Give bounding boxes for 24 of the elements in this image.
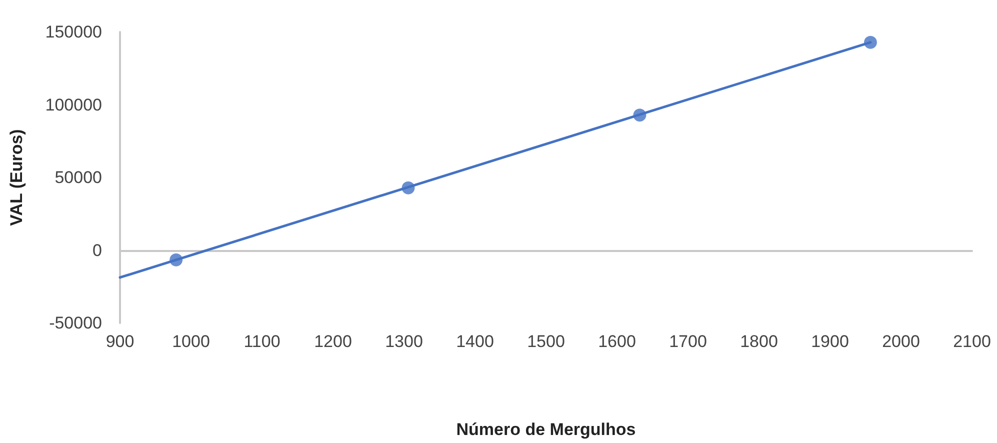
y-tick-label: -50000 (49, 314, 102, 332)
x-tick-label: 1800 (740, 332, 778, 351)
x-tick-label: 1900 (811, 332, 849, 351)
y-tick-label: 150000 (45, 22, 102, 42)
y-axis-title: VAL (Euros) (7, 129, 26, 226)
x-tick-label: 1600 (598, 332, 636, 351)
x-tick-label: 1700 (669, 332, 707, 351)
point (170, 253, 183, 266)
x-tick-label: 2000 (882, 332, 920, 351)
point (633, 108, 646, 122)
x-tick-label: 1000 (172, 332, 210, 351)
y-tick-label: 50000 (54, 168, 102, 187)
x-tick-label: 1100 (244, 332, 280, 351)
x-tick-label: 900 (106, 332, 134, 351)
x-axis-title: Número de Mergulhos (456, 420, 636, 439)
point (864, 36, 877, 49)
point (402, 181, 415, 194)
y-tick-label: 100000 (45, 95, 102, 114)
y-tick-label: 0 (92, 240, 102, 260)
x-tick-label: 1200 (314, 332, 352, 351)
x-tick-label: 1400 (456, 332, 494, 351)
x-tick-label: 1500 (527, 332, 565, 351)
x-tick-label: 1300 (385, 332, 423, 351)
x-tick-label: 2100 (953, 332, 991, 351)
